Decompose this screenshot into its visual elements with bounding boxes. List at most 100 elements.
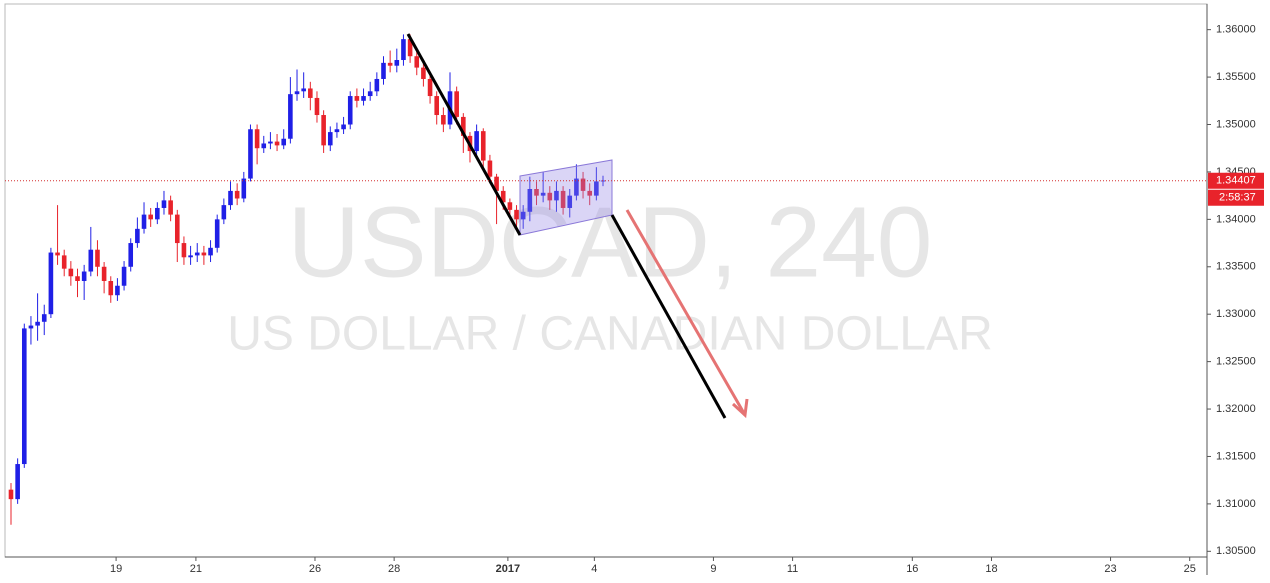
candle-body [487, 160, 493, 177]
candle-body [268, 141, 273, 144]
candle-body [75, 276, 80, 281]
candle-body [387, 62, 393, 66]
candle-body [507, 202, 513, 210]
arrow-head [731, 398, 749, 419]
candle-body [361, 96, 366, 101]
candle-body [115, 285, 120, 296]
candle-body [374, 78, 380, 92]
candle-body [314, 97, 320, 116]
trend-line [406, 33, 522, 236]
x-tick-label: 26 [309, 563, 321, 575]
candle-body [421, 67, 426, 79]
candle-body [500, 190, 506, 203]
candle-body [274, 141, 280, 146]
candle-body [461, 116, 466, 136]
candle-body [401, 39, 406, 61]
y-tick-label: 1.35000 [1216, 118, 1256, 130]
candle-body [580, 178, 586, 191]
candle-body [454, 91, 459, 117]
candle-body [35, 321, 40, 326]
candle-body [547, 192, 553, 201]
y-tick-label: 1.34000 [1216, 213, 1256, 225]
candle-body [208, 247, 213, 256]
candle-body [514, 209, 519, 220]
candle-body [28, 325, 34, 329]
candle-body [234, 190, 240, 199]
candle-body [88, 249, 94, 272]
candle-body [427, 78, 433, 97]
candle-body [141, 214, 147, 229]
candle-body [194, 252, 200, 256]
last-price-label: 1.34407 [1216, 175, 1256, 187]
candle-body [540, 192, 546, 196]
candle-body [188, 255, 193, 258]
candle-body [534, 189, 539, 196]
x-tick-label: 4 [591, 563, 597, 575]
candle-body [308, 88, 313, 98]
x-tick-label: 18 [985, 563, 997, 575]
candle-body [15, 464, 20, 500]
candle-body [81, 271, 87, 281]
candle-body [567, 195, 573, 208]
candle-body [281, 138, 287, 146]
candle-body [248, 129, 253, 179]
candle-body [288, 94, 293, 139]
candle-body [214, 219, 220, 248]
candle-body [574, 178, 579, 196]
candle-body [55, 252, 60, 256]
candle-body [294, 91, 300, 95]
y-tick-label: 1.32500 [1216, 356, 1256, 368]
y-tick-label: 1.31000 [1216, 498, 1256, 510]
candle-body [527, 189, 533, 212]
candle-body [321, 115, 326, 146]
candle-body [341, 124, 346, 130]
y-tick-label: 1.33500 [1216, 261, 1256, 273]
candle-body [128, 243, 134, 267]
candle-body [95, 249, 100, 267]
y-tick-label: 1.31500 [1216, 450, 1256, 462]
candle-body [261, 143, 267, 149]
candle-body [254, 129, 260, 149]
x-tick-label: 2017 [496, 563, 520, 575]
candle-body [587, 190, 593, 196]
candle-body [334, 129, 340, 133]
candle-body [327, 132, 333, 146]
candle-body [108, 281, 114, 296]
candle-body [407, 39, 413, 57]
watermark-subtitle: US DOLLAR / CANADIAN DOLLAR [227, 308, 993, 361]
x-tick-label: 19 [110, 563, 122, 575]
candle-body [61, 255, 67, 269]
candle-body [494, 176, 499, 191]
candle-body [181, 243, 187, 258]
x-tick-label: 16 [906, 563, 918, 575]
candle-body [301, 88, 306, 92]
candle-body [441, 115, 446, 125]
candle-body [174, 214, 180, 244]
y-tick-label: 1.30500 [1216, 545, 1256, 557]
candle-body [155, 207, 160, 220]
candle-body [121, 266, 127, 286]
candle-body [228, 190, 233, 206]
candle-body [560, 190, 566, 208]
x-tick-label: 11 [787, 563, 798, 575]
candle-body [594, 181, 599, 196]
x-tick-label: 9 [710, 563, 716, 575]
x-tick-label: 21 [190, 563, 202, 575]
candle-body [600, 180, 606, 182]
x-tick-label: 28 [388, 563, 400, 575]
candle-body [21, 328, 27, 465]
candle-body [101, 266, 107, 281]
candle-body [201, 252, 207, 256]
candle-body [347, 96, 353, 125]
candle-body [520, 211, 526, 220]
candle-body [434, 96, 440, 116]
x-tick-label: 23 [1104, 563, 1116, 575]
candle-body [354, 96, 360, 101]
candle-body [381, 62, 386, 79]
candles [8, 34, 606, 525]
projection-line [610, 214, 727, 419]
y-tick-label: 1.32000 [1216, 403, 1256, 415]
candle-body [41, 314, 47, 322]
